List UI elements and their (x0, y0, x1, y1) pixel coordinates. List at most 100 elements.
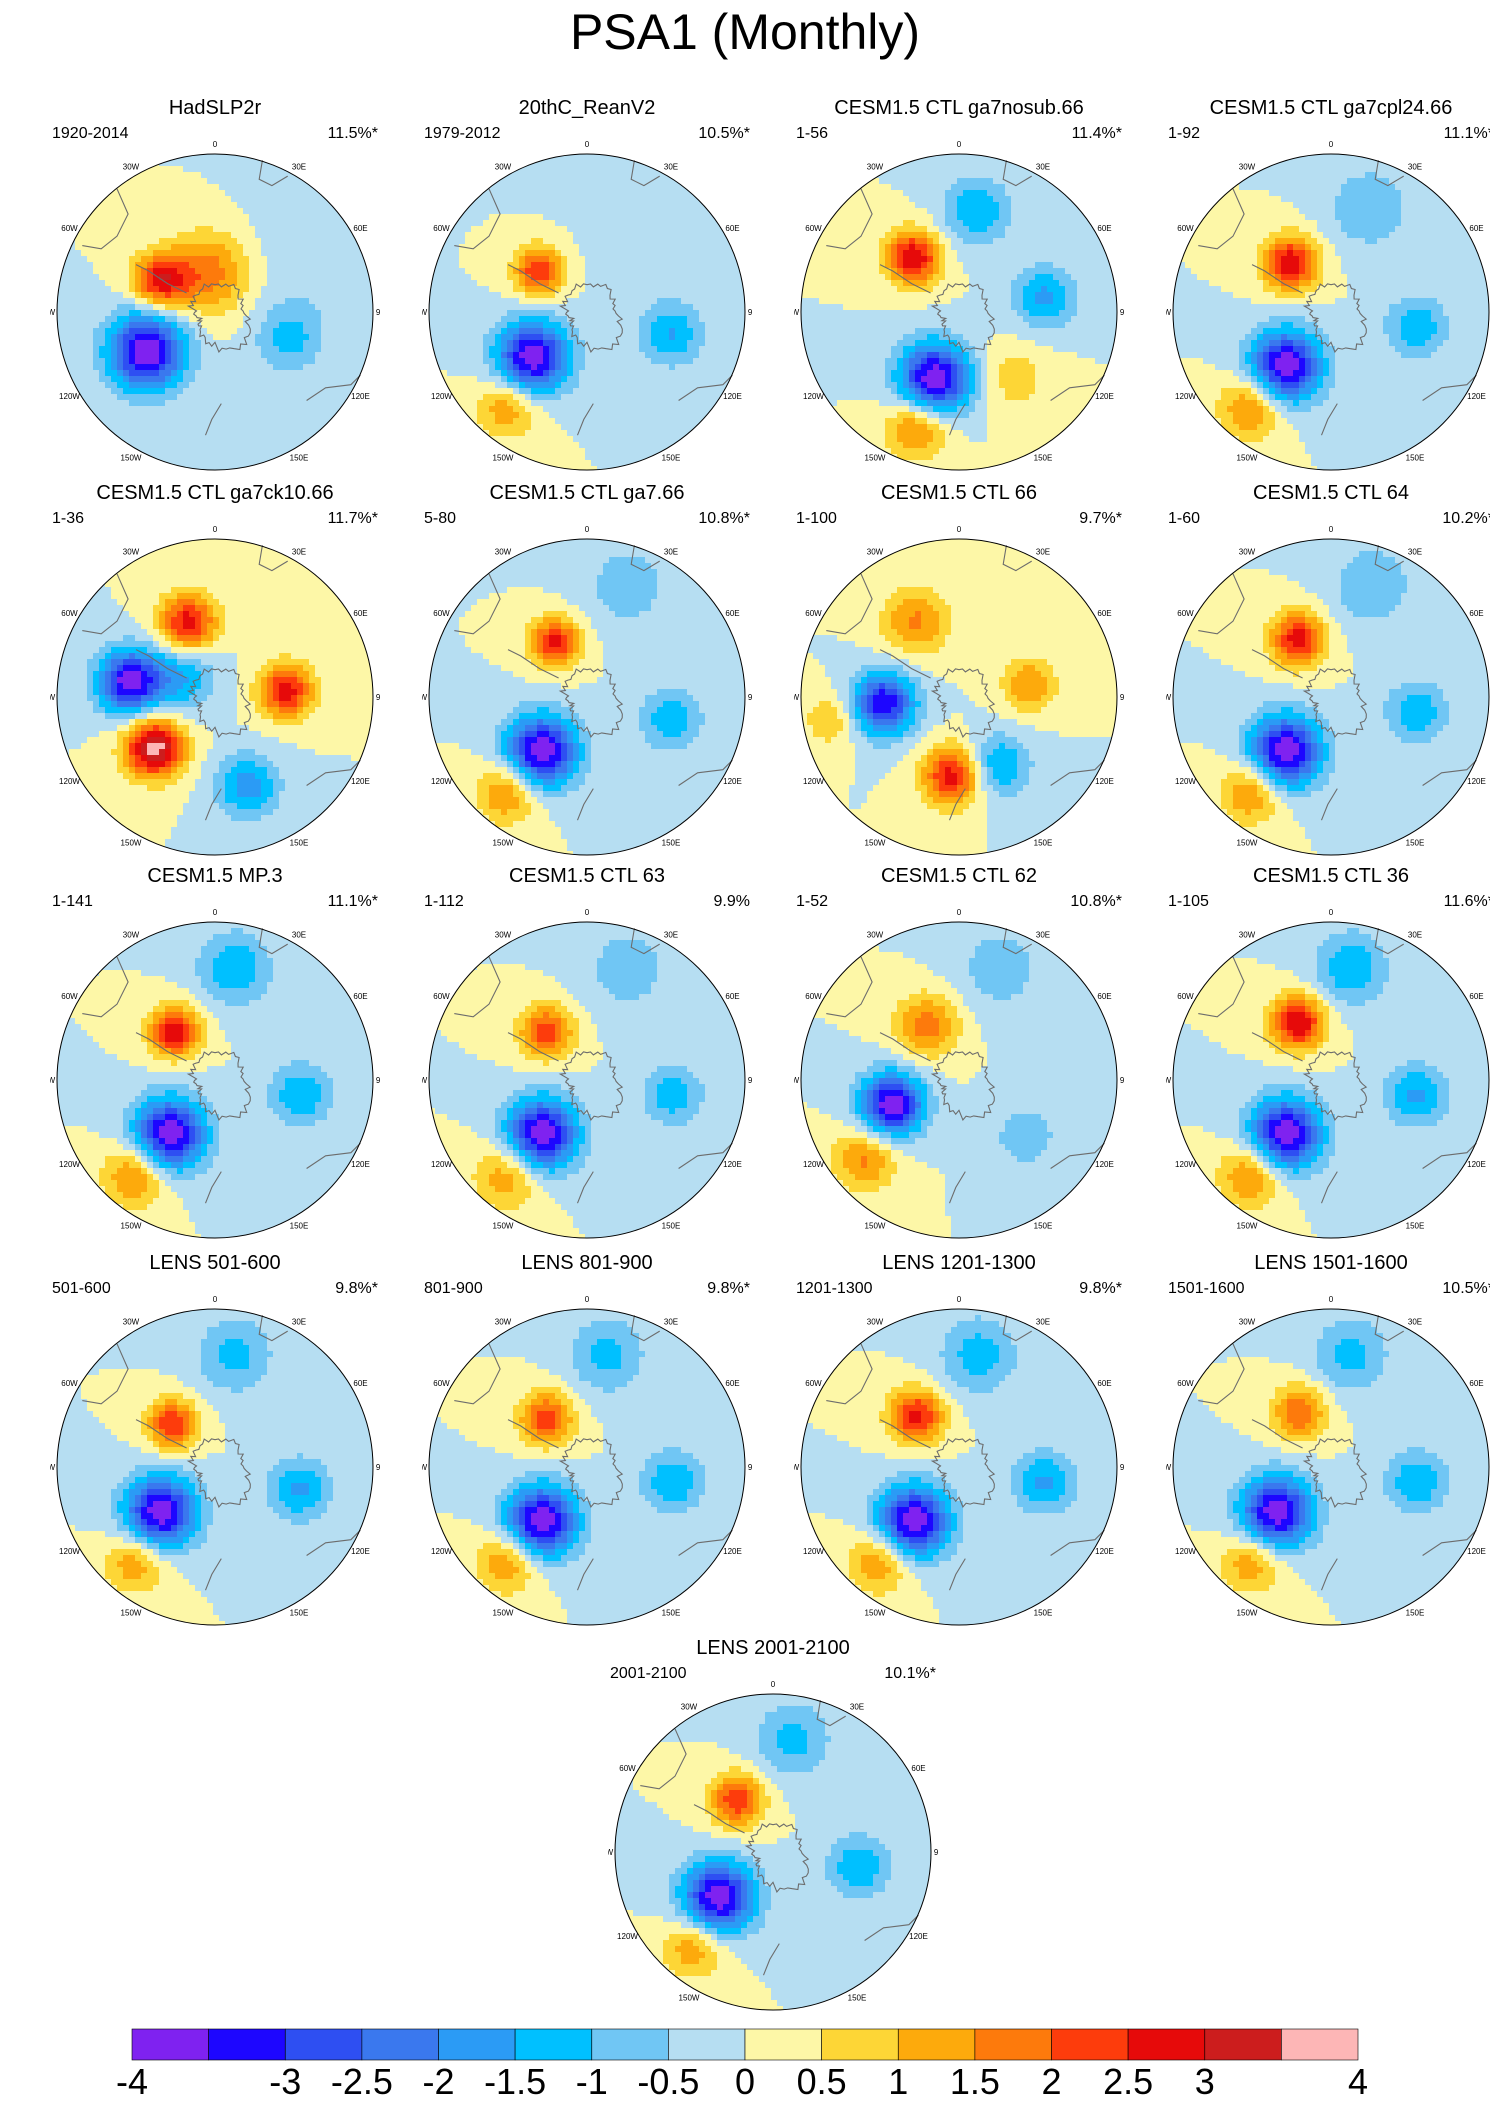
field-cell (159, 340, 166, 347)
field-cell (147, 256, 154, 263)
field-cell (669, 322, 676, 329)
field-cell (117, 262, 124, 269)
field-cell (207, 232, 214, 239)
field-cell (207, 274, 214, 281)
field-cell (141, 298, 148, 305)
field-cell (465, 370, 472, 377)
field-cell (129, 196, 136, 203)
field-cell (147, 232, 154, 239)
field-cell (627, 238, 634, 245)
field-cell (327, 406, 334, 413)
field-cell (687, 196, 694, 203)
field-cell (201, 442, 208, 449)
field-cell (621, 184, 628, 191)
field-cell (579, 196, 586, 203)
field-cell (273, 412, 280, 419)
field-cell (687, 388, 694, 395)
field-cell (153, 184, 160, 191)
field-cell (1029, 202, 1036, 209)
field-cell (111, 208, 118, 215)
field-cell (657, 304, 664, 311)
field-cell (669, 262, 676, 269)
field-cell (357, 262, 364, 269)
field-cell (525, 166, 532, 173)
field-cell (537, 208, 544, 215)
field-cell (459, 400, 466, 407)
field-cell (159, 256, 166, 263)
field-cell (315, 298, 322, 305)
field-cell (177, 382, 184, 389)
field-cell (663, 376, 670, 383)
field-cell (657, 286, 664, 293)
field-cell (135, 298, 142, 305)
field-cell (141, 220, 148, 227)
field-cell (213, 190, 220, 197)
field-cell (105, 286, 112, 293)
field-cell (549, 460, 556, 467)
field-cell (285, 190, 292, 197)
field-cell (651, 190, 658, 197)
field-cell (579, 430, 586, 437)
field-cell (993, 196, 1000, 203)
field-cell (591, 418, 598, 425)
field-cell (603, 190, 610, 197)
field-cell (645, 268, 652, 275)
field-cell (711, 370, 718, 377)
field-cell (369, 268, 373, 275)
field-cell (465, 256, 472, 263)
field-cell (261, 166, 268, 173)
field-cell (891, 178, 898, 185)
field-cell (273, 238, 280, 245)
field-cell (309, 250, 316, 257)
field-cell (543, 322, 550, 329)
field-cell (591, 334, 598, 341)
field-cell (273, 244, 280, 251)
field-cell (165, 364, 172, 371)
field-cell (675, 202, 682, 209)
field-cell (147, 448, 154, 455)
field-cell (261, 364, 268, 371)
field-cell (453, 310, 460, 317)
field-cell (159, 334, 166, 341)
field-cell (165, 310, 172, 317)
field-cell (159, 436, 166, 443)
field-cell (573, 226, 580, 233)
field-cell (483, 310, 490, 317)
field-cell (945, 172, 952, 179)
field-cell (147, 406, 154, 413)
field-cell (633, 394, 640, 401)
field-cell (93, 322, 100, 329)
field-cell (561, 286, 568, 293)
field-cell (135, 382, 142, 389)
field-cell (69, 316, 76, 323)
field-cell (249, 382, 256, 389)
field-cell (345, 262, 352, 269)
field-cell (57, 304, 64, 311)
field-cell (639, 340, 646, 347)
field-cell (687, 346, 694, 353)
field-cell (573, 460, 580, 467)
field-cell (477, 280, 484, 287)
field-cell (627, 460, 634, 467)
field-cell (543, 268, 550, 275)
field-cell (105, 250, 112, 257)
field-cell (105, 244, 112, 251)
field-cell (75, 280, 82, 287)
field-cell (153, 256, 160, 263)
field-cell (561, 454, 568, 461)
field-cell (561, 436, 568, 443)
field-cell (687, 280, 694, 287)
field-cell (513, 454, 520, 461)
field-cell (579, 298, 586, 305)
field-cell (627, 172, 634, 179)
field-cell (285, 388, 292, 395)
field-cell (669, 208, 676, 215)
field-cell (603, 166, 610, 173)
field-cell (537, 238, 544, 245)
field-cell (519, 232, 526, 239)
field-cell (501, 352, 508, 359)
field-cell (519, 298, 526, 305)
field-cell (561, 424, 568, 431)
field-cell (477, 268, 484, 275)
field-cell (309, 364, 316, 371)
